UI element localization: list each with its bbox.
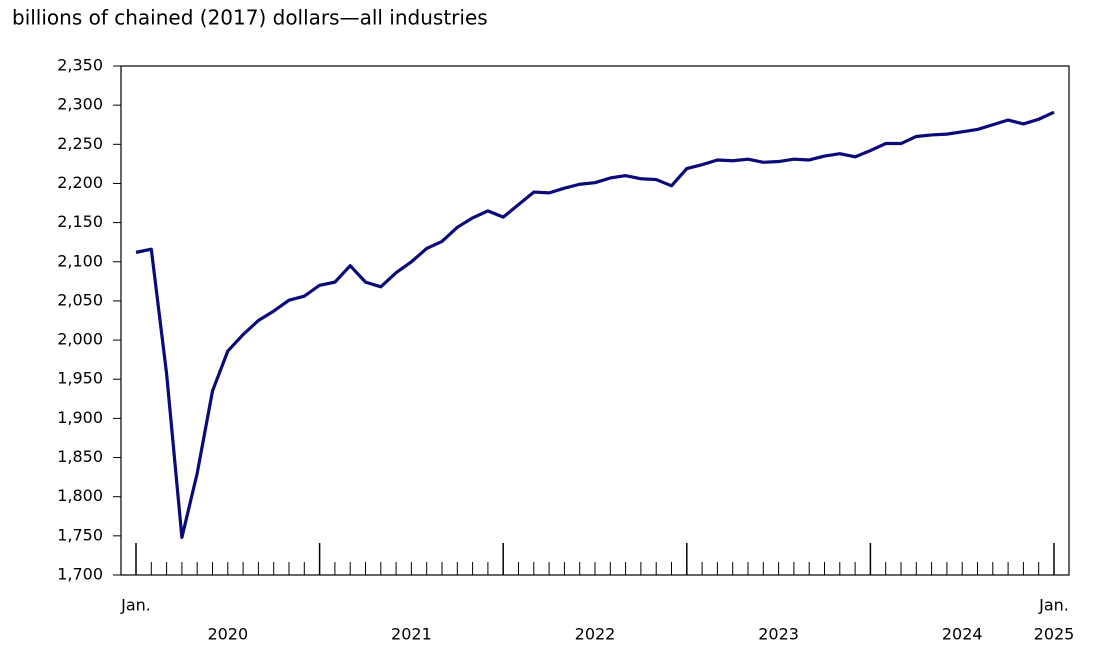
y-tick-label: 2,250 <box>57 134 103 153</box>
y-tick-label: 1,750 <box>57 525 103 544</box>
x-tick-label: Jan. <box>1038 596 1069 615</box>
plot-frame <box>120 65 1070 576</box>
y-tick-label: 2,000 <box>57 330 103 349</box>
chart-title: billions of chained (2017) dollars—all i… <box>12 6 488 30</box>
y-tick-label: 2,100 <box>57 251 103 270</box>
x-year-label: 2024 <box>942 625 983 644</box>
y-tick-label: 2,300 <box>57 95 103 114</box>
y-tick-label: 1,950 <box>57 369 103 388</box>
x-year-label: 2025 <box>1034 625 1075 644</box>
y-tick-label: 1,900 <box>57 408 103 427</box>
y-tick-label: 1,800 <box>57 486 103 505</box>
x-year-label: 2022 <box>575 625 616 644</box>
y-tick-label: 2,350 <box>57 56 103 75</box>
y-tick-label: 2,200 <box>57 173 103 192</box>
y-tick-label: 1,700 <box>57 565 103 584</box>
x-year-label: 2021 <box>391 625 432 644</box>
y-tick-label: 1,850 <box>57 447 103 466</box>
y-tick-label: 2,150 <box>57 212 103 231</box>
line-series <box>135 110 1055 540</box>
y-tick-label: 2,050 <box>57 290 103 309</box>
x-tick-label: Jan. <box>120 596 151 615</box>
x-year-label: 2023 <box>758 625 799 644</box>
x-year-label: 2020 <box>207 625 248 644</box>
